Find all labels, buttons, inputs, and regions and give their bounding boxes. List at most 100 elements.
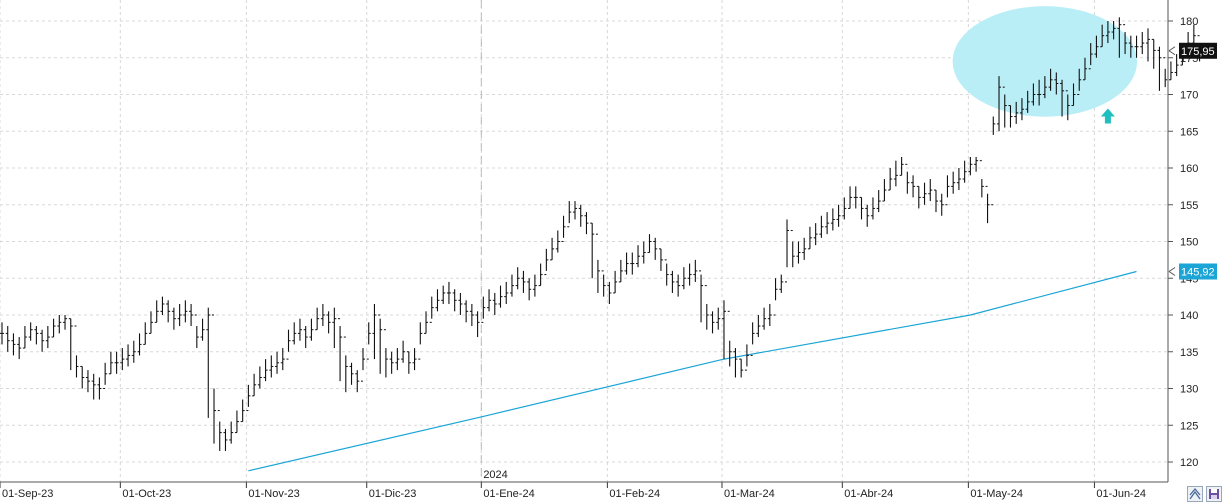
ohlc-bar	[469, 303, 474, 327]
ohlc-bar	[418, 322, 423, 360]
ohlc-bar	[658, 248, 663, 271]
x-tick-label: 01-Feb-24	[609, 488, 660, 500]
ohlc-bar	[1163, 57, 1168, 88]
ohlc-bar	[939, 193, 944, 216]
ohlc-bar	[332, 307, 337, 349]
ohlc-bar	[842, 197, 847, 220]
ohlc-bar	[945, 175, 950, 206]
ohlc-bar	[103, 362, 108, 389]
y-tick-label: 140	[1180, 310, 1198, 322]
ohlc-bar	[160, 296, 165, 315]
ohlc-bar	[785, 219, 790, 283]
ohlc-bar	[1060, 79, 1065, 117]
ohlc-bar	[355, 370, 360, 393]
up-arrow-icon	[1100, 108, 1115, 124]
ohlc-bar	[819, 215, 824, 238]
ohlc-bar	[200, 318, 205, 341]
ohlc-bar	[595, 233, 600, 293]
ohlc-bar	[1174, 54, 1179, 77]
ohlc-bar	[704, 285, 709, 330]
ohlc-bar	[859, 196, 864, 220]
zoom-fit-icon	[1189, 488, 1201, 500]
ohlc-bar	[0, 322, 4, 345]
ohlc-bar	[1134, 35, 1139, 58]
ohlc-bar	[727, 310, 732, 367]
ohlc-bar	[309, 318, 314, 341]
ohlc-bar	[343, 336, 348, 393]
zoom-fit-button[interactable]	[1187, 486, 1203, 502]
ohlc-bar	[951, 171, 956, 194]
ohlc-bar	[807, 226, 812, 250]
ohlc-bar	[446, 281, 451, 304]
ohlc-bar	[716, 307, 721, 330]
ohlc-bar	[257, 366, 262, 389]
ohlc-bar	[532, 274, 537, 297]
ohlc-bar	[1054, 72, 1059, 95]
price-badges: 175,95 145,92	[1168, 42, 1217, 280]
ohlc-bar	[590, 222, 595, 279]
ohlc-bar	[91, 373, 96, 400]
ohlc-bar	[555, 230, 560, 253]
ohlc-bar	[985, 185, 990, 224]
ohlc-bar	[154, 300, 159, 323]
ohlc-bar	[395, 348, 400, 371]
save-button[interactable]	[1206, 486, 1222, 502]
ohlc-bar	[561, 215, 566, 242]
moving-average-pointer	[1168, 267, 1176, 276]
y-tick-label: 120	[1180, 457, 1198, 469]
x-tick-label: 01-May-24	[970, 488, 1023, 500]
x-tick-label: 01-Mar-24	[724, 488, 775, 500]
ohlc-bar	[870, 197, 875, 220]
ohlc-bar	[297, 318, 302, 341]
ohlc-bar	[1042, 76, 1047, 99]
ohlc-bar	[721, 300, 726, 360]
ohlc-bar	[653, 237, 658, 260]
ohlc-bar	[85, 370, 90, 393]
ohlc-bar	[922, 182, 927, 205]
ohlc-bar	[366, 322, 371, 360]
x-tick-label: 01-Oct-23	[122, 488, 171, 500]
ohlc-bar	[762, 307, 767, 330]
x-tick-label: 01-Jun-24	[1096, 488, 1146, 500]
ohlc-bar	[1117, 17, 1122, 58]
y-tick-label: 165	[1180, 126, 1198, 138]
ohlc-bar	[80, 365, 85, 389]
y-tick-label: 130	[1180, 384, 1198, 396]
ohlc-bar	[1140, 32, 1145, 55]
ohlc-bar	[750, 322, 755, 356]
ohlc-bar	[17, 337, 22, 360]
ohlc-bar	[492, 292, 497, 315]
ohlc-bar	[647, 234, 652, 254]
ohlc-bar	[183, 300, 188, 323]
ohlc-bar	[148, 311, 153, 334]
ohlc-bar	[693, 259, 698, 282]
ohlc-bar	[246, 384, 251, 412]
ohlc-bar	[916, 185, 921, 209]
ohlc-bar	[956, 168, 961, 191]
ohlc-bar	[412, 348, 417, 371]
ohlc-bar	[853, 186, 858, 209]
ohlc-bar	[1123, 24, 1128, 55]
ohlc-bar	[1128, 35, 1133, 58]
ohlc-bar	[1168, 61, 1173, 81]
ohlc-bar	[240, 399, 245, 423]
ohlc-bar	[1111, 21, 1116, 40]
ohlc-bar	[234, 410, 239, 434]
grid-lines	[0, 0, 1168, 482]
ohlc-bar	[1014, 101, 1019, 124]
ohlc-bar	[509, 274, 514, 297]
ohlc-bar	[131, 340, 136, 363]
y-tick-label: 170	[1180, 90, 1198, 102]
ohlc-bar	[40, 329, 45, 352]
y-tick-label: 125	[1180, 420, 1198, 432]
ohlc-bar	[401, 340, 406, 363]
y-tick-label: 135	[1180, 347, 1198, 359]
ohlc-bar	[979, 160, 984, 198]
ohlc-bar	[435, 289, 440, 312]
ohlc-bar	[544, 248, 549, 276]
ohlc-bar	[1019, 98, 1024, 121]
ohlc-bar	[830, 208, 835, 231]
ohlc-bar	[458, 292, 463, 315]
ohlc-bar	[882, 179, 887, 202]
y-tick-label: 155	[1180, 200, 1198, 212]
